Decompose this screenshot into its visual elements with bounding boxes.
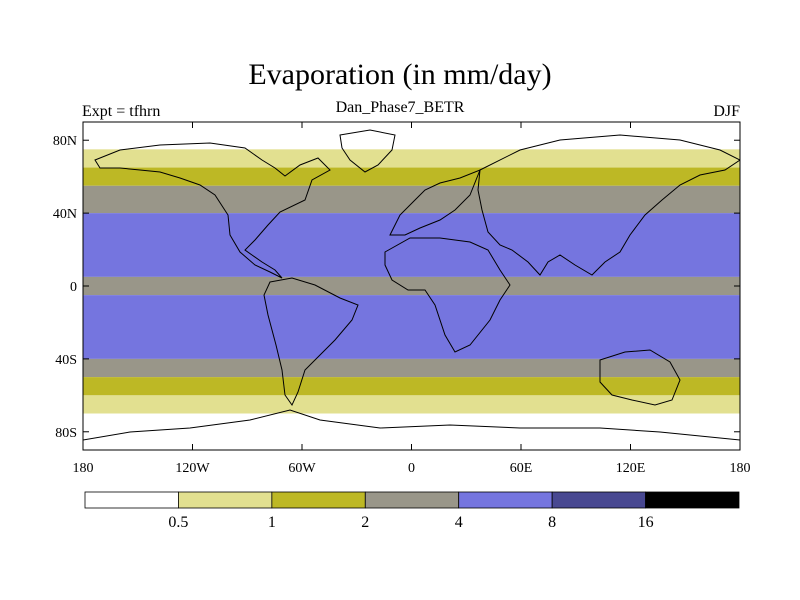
zonal-band-2	[83, 167, 740, 186]
x-axis: 180 120W 60W 0 60E 120E 180	[73, 122, 751, 476]
colorbar-box-0	[84, 491, 179, 509]
zonal-band-8	[83, 377, 740, 396]
chart-title: Evaporation (in mm/day)	[248, 58, 552, 91]
y-tick-label: 80S	[55, 426, 77, 441]
coastline-antarctica	[83, 409, 740, 441]
coastline-north-america	[94, 142, 331, 279]
x-tick-label: 180	[73, 461, 94, 476]
colorbar-box-1	[178, 491, 273, 509]
colorbar: 0.5 1 2 4 8 16	[84, 491, 740, 531]
x-tick-label: 0	[408, 461, 415, 476]
zonal-band-10	[83, 413, 740, 450]
zonal-band-3	[83, 185, 740, 214]
coastlines	[83, 129, 740, 441]
colorbar-label: 0.5	[168, 514, 188, 531]
coastline-africa	[384, 237, 511, 353]
x-tick-label: 60W	[288, 461, 316, 476]
coastline-australia	[599, 349, 681, 406]
y-tick-label: 0	[70, 280, 77, 295]
colorbar-box-2	[271, 491, 366, 509]
colorbar-label: 2	[361, 514, 369, 531]
x-tick-label: 120W	[175, 461, 210, 476]
colorbar-box-4	[458, 491, 553, 509]
colorbar-box-3	[364, 491, 460, 509]
colorbar-label: 16	[638, 514, 654, 531]
colorbar-label: 4	[455, 514, 463, 531]
y-tick-label: 40N	[53, 207, 77, 222]
colorbar-label: 8	[548, 514, 556, 531]
zonal-band-9	[83, 395, 740, 414]
y-axis: 80N 40N 0 40S 80S	[53, 134, 740, 441]
colorbar-label: 1	[268, 514, 276, 531]
y-tick-label: 40S	[55, 353, 77, 368]
season-label: DJF	[713, 103, 740, 120]
zonal-band-4	[83, 213, 740, 277]
y-tick-label: 80N	[53, 134, 77, 149]
x-tick-label: 120E	[616, 461, 646, 476]
experiment-label: Expt = tfhrn	[82, 103, 161, 120]
chart-subtitle: Dan_Phase7_BETR	[335, 99, 465, 116]
colorbar-box-6	[645, 491, 740, 509]
zonal-band-6	[83, 295, 740, 359]
map-fill	[83, 122, 740, 450]
x-tick-label: 180	[730, 461, 751, 476]
colorbar-box-5	[551, 491, 646, 509]
zonal-band-1	[83, 149, 740, 168]
coastline-greenland	[339, 129, 396, 173]
x-tick-label: 60E	[510, 461, 533, 476]
zonal-band-7	[83, 358, 740, 378]
coastline-asia	[477, 134, 740, 276]
zonal-band-5	[83, 276, 740, 296]
coastline-south-america	[263, 277, 359, 406]
